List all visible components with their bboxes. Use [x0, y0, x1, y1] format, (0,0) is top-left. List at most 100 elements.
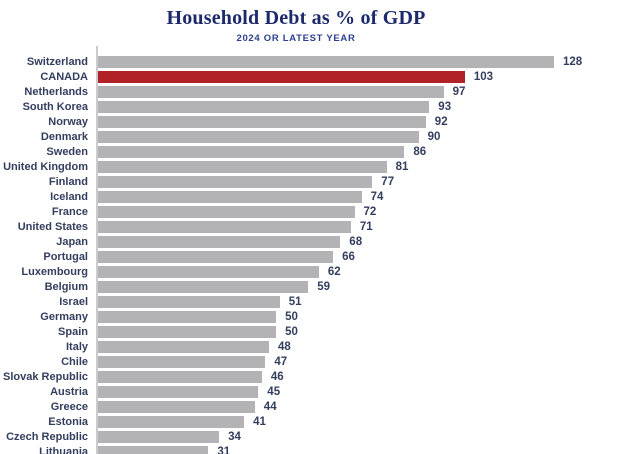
bar-row: Norway 92: [0, 114, 624, 129]
bar-label: CANADA: [40, 70, 88, 83]
bar-row: France 72: [0, 204, 624, 219]
chart-title: Household Debt as % of GDP: [166, 7, 426, 29]
bar-row: Netherlands 97: [0, 84, 624, 99]
bar-row: Austria 45: [0, 384, 624, 399]
bar: [98, 400, 255, 413]
bar: [98, 385, 259, 398]
bar: [98, 280, 309, 293]
bar-label: Netherlands: [24, 85, 88, 98]
bar-value: 128: [563, 55, 583, 68]
bar-label: Estonia: [48, 415, 88, 428]
bar-value: 68: [349, 235, 363, 248]
bar-row: Finland 77: [0, 174, 624, 189]
bar-value: 74: [370, 190, 384, 203]
bar-label: Lithuania: [39, 445, 88, 454]
bar-value: 90: [427, 130, 441, 143]
bar: [98, 205, 355, 218]
bar-value: 45: [267, 385, 281, 398]
bar-label: Iceland: [50, 190, 88, 203]
y-axis-line: [96, 46, 98, 454]
bar-value: 93: [438, 100, 452, 113]
bar-value: 44: [263, 400, 277, 413]
bar-label: Japan: [56, 235, 88, 248]
bar-row: Sweden 86: [0, 144, 624, 159]
bar: [98, 190, 362, 203]
chart-subtitle: 2024 OR LATEST YEAR: [236, 33, 356, 44]
bar-row: Spain 50: [0, 324, 624, 339]
bar-label: Denmark: [40, 130, 88, 143]
bar-label: Israel: [59, 295, 88, 308]
bar: [98, 265, 319, 278]
bar-label: United Kingdom: [3, 160, 88, 173]
bar-row: Iceland 74: [0, 189, 624, 204]
bar-label: France: [51, 205, 88, 218]
bar: [98, 115, 426, 128]
bar-row: Estonia 41: [0, 414, 624, 429]
bar-label: Slovak Republic: [3, 370, 88, 383]
bar: [98, 250, 334, 263]
bar-row: Italy 48: [0, 339, 624, 354]
bar-row: Czech Republic 34: [0, 429, 624, 444]
bar-value: 62: [327, 265, 341, 278]
bar-value: 86: [413, 145, 427, 158]
bar-value: 50: [285, 325, 298, 338]
chart-header: Household Debt as % of GDP 2024 OR LATES…: [0, 0, 592, 44]
bar-value: 72: [363, 205, 377, 218]
bar-label: Portugal: [43, 250, 88, 263]
bar-label: Switzerland: [26, 55, 88, 68]
bar-row: Denmark 90: [0, 129, 624, 144]
bar: [98, 55, 554, 68]
bar-value: 47: [274, 355, 288, 368]
bar-label: Norway: [48, 115, 88, 128]
bar-label: Greece: [50, 400, 88, 413]
bar-row: Greece 44: [0, 399, 624, 414]
bar-value: 66: [342, 250, 355, 263]
bar-value: 97: [452, 85, 466, 98]
bar: [98, 145, 405, 158]
bar: [98, 415, 245, 428]
bar-row: Lithuania 31: [0, 444, 624, 454]
bar-label: Czech Republic: [6, 430, 88, 443]
bar: [98, 445, 209, 454]
bar-value: 34: [228, 430, 241, 443]
bar-label: Sweden: [46, 145, 88, 158]
bar-value: 46: [270, 370, 284, 383]
bar-value: 59: [317, 280, 330, 293]
bar-value: 48: [278, 340, 291, 353]
bar: [98, 370, 262, 383]
bar-value: 51: [288, 295, 302, 308]
bar: [98, 160, 387, 173]
chart-rows: Switzerland 128 CANADA 103 Netherlands 97 Sout…: [0, 54, 624, 454]
bar: [98, 310, 277, 323]
bar: [98, 235, 341, 248]
bar-label: Luxembourg: [21, 265, 88, 278]
bar-row: United Kingdom 81: [0, 159, 624, 174]
bar-row: Switzerland 128: [0, 54, 624, 69]
bar-row: Germany 50: [0, 309, 624, 324]
bar-row: South Korea 93: [0, 99, 624, 114]
bar-label: Belgium: [44, 280, 88, 293]
bar-label: United States: [17, 220, 88, 233]
bar-row: Slovak Republic 46: [0, 369, 624, 384]
bar-row: Chile 47: [0, 354, 624, 369]
bar-value: 31: [217, 445, 231, 454]
bar-row: Israel 51: [0, 294, 624, 309]
bar: [98, 100, 430, 113]
bar-value: 92: [434, 115, 448, 128]
bar-row: Portugal 66: [0, 249, 624, 264]
bar: [98, 295, 280, 308]
bar-value: 71: [359, 220, 373, 233]
bar-label: South Korea: [22, 100, 88, 113]
plot-area: Switzerland 128 CANADA 103 Netherlands 97 Sout…: [0, 46, 624, 454]
bar: [98, 430, 220, 443]
bar-row: Belgium 59: [0, 279, 624, 294]
bar-row: CANADA 103: [0, 69, 624, 84]
bar: [98, 130, 419, 143]
bar-label: Austria: [50, 385, 88, 398]
bar-value: 77: [381, 175, 395, 188]
bar-label: Italy: [65, 340, 88, 353]
bar-row: United States 71: [0, 219, 624, 234]
bar-value: 50: [285, 310, 298, 323]
bar: [98, 325, 277, 338]
